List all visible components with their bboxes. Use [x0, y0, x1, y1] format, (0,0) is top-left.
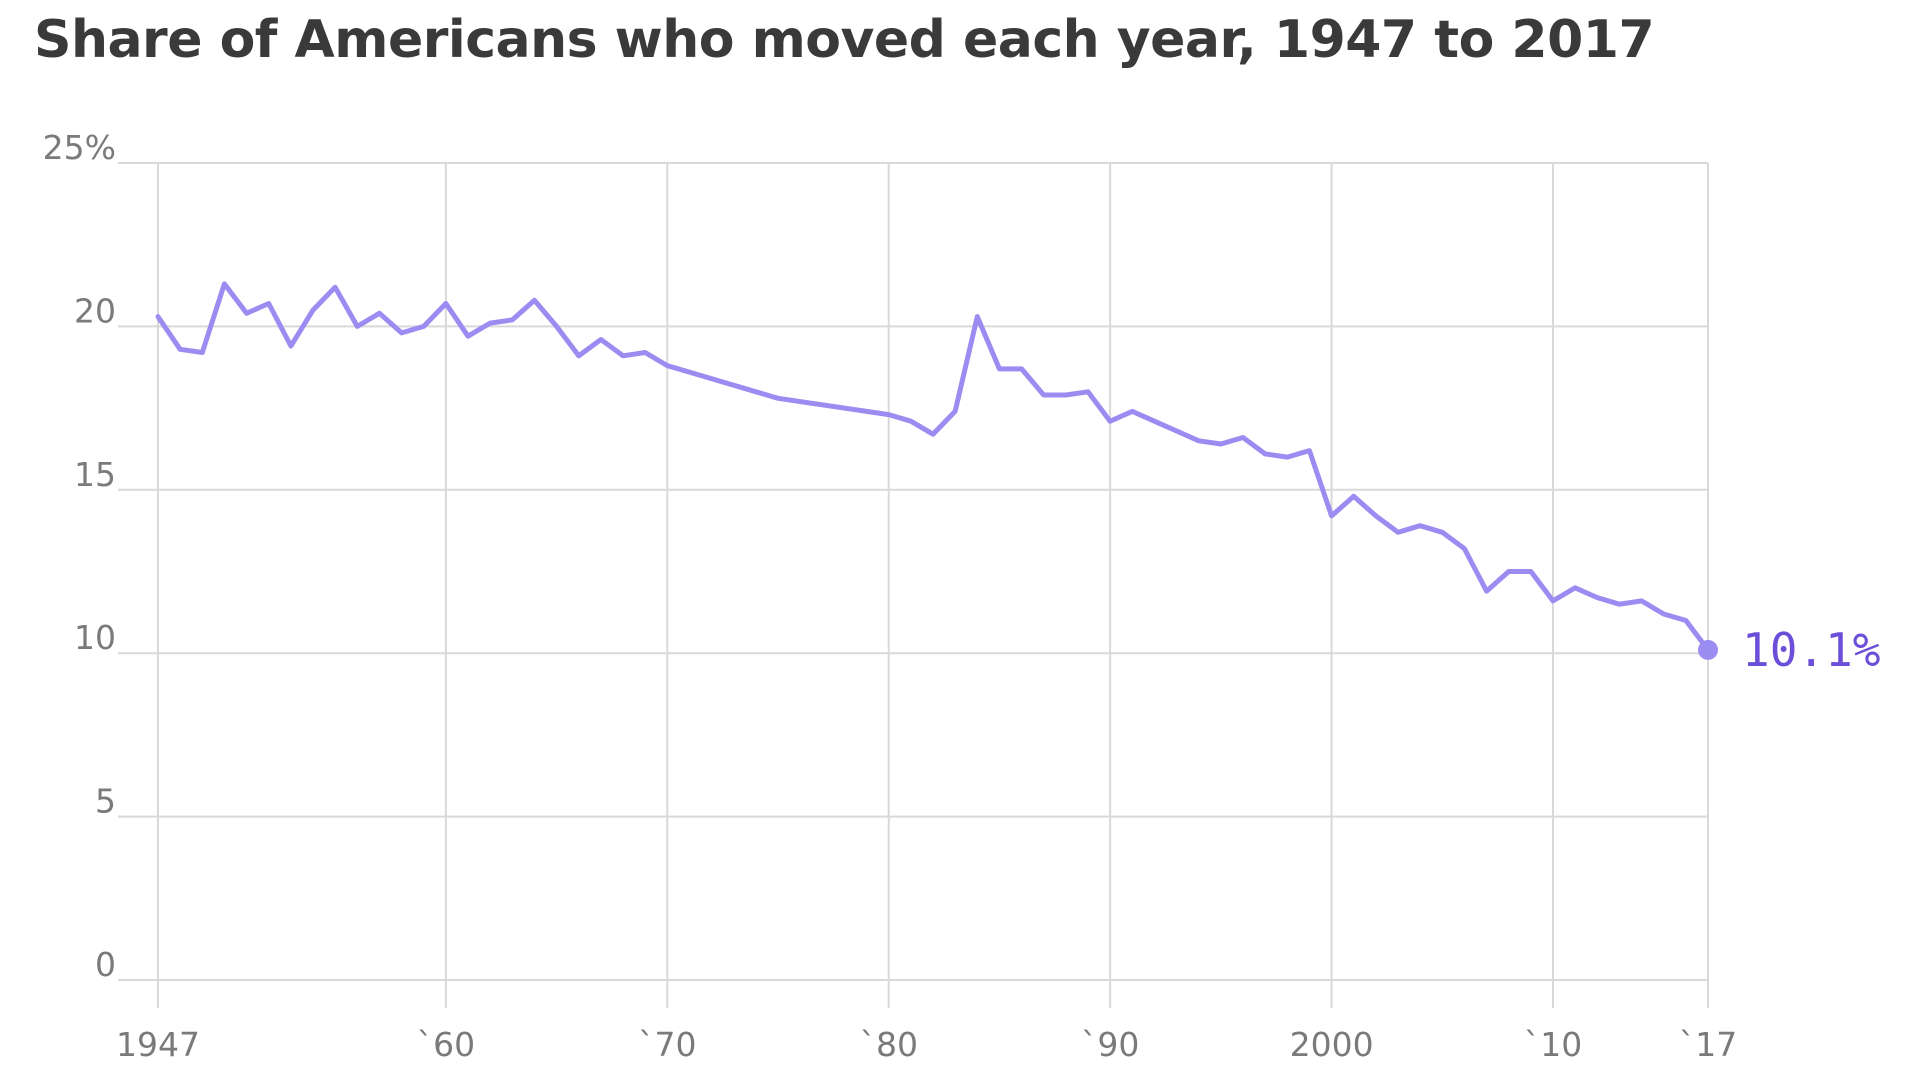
x-axis-ticks: 1947 `60 `70 `80 `90 2000 `10 `17: [116, 1025, 1737, 1064]
y-tick-label: 5: [95, 782, 116, 821]
series-layer: [155, 281, 1711, 653]
x-tick-label: `80: [859, 1025, 918, 1064]
x-tick-label: 2000: [1290, 1025, 1374, 1064]
grid-lines: [118, 162, 1709, 1008]
y-tick-label: 15: [74, 455, 116, 494]
y-axis-ticks: 25% 20 15 10 5 0: [43, 128, 116, 984]
y-tick-label: 0: [95, 945, 116, 984]
x-tick-label: `90: [1081, 1025, 1140, 1064]
end-annotation: 10.1%: [1698, 623, 1880, 677]
x-tick-label: `10: [1524, 1025, 1583, 1064]
y-tick-label: 20: [74, 291, 116, 330]
x-tick-label: 1947: [116, 1025, 200, 1064]
y-tick-label: 25%: [43, 128, 116, 167]
x-tick-label: `60: [417, 1025, 476, 1064]
x-tick-label: `17: [1679, 1025, 1738, 1064]
series-line: [155, 281, 1711, 653]
y-tick-label: 10: [74, 618, 116, 657]
end-point-marker: [1698, 639, 1718, 660]
x-tick-label: `70: [638, 1025, 697, 1064]
chart-title: Share of Americans who moved each year, …: [34, 10, 1655, 70]
end-value-label: 10.1%: [1742, 623, 1880, 677]
